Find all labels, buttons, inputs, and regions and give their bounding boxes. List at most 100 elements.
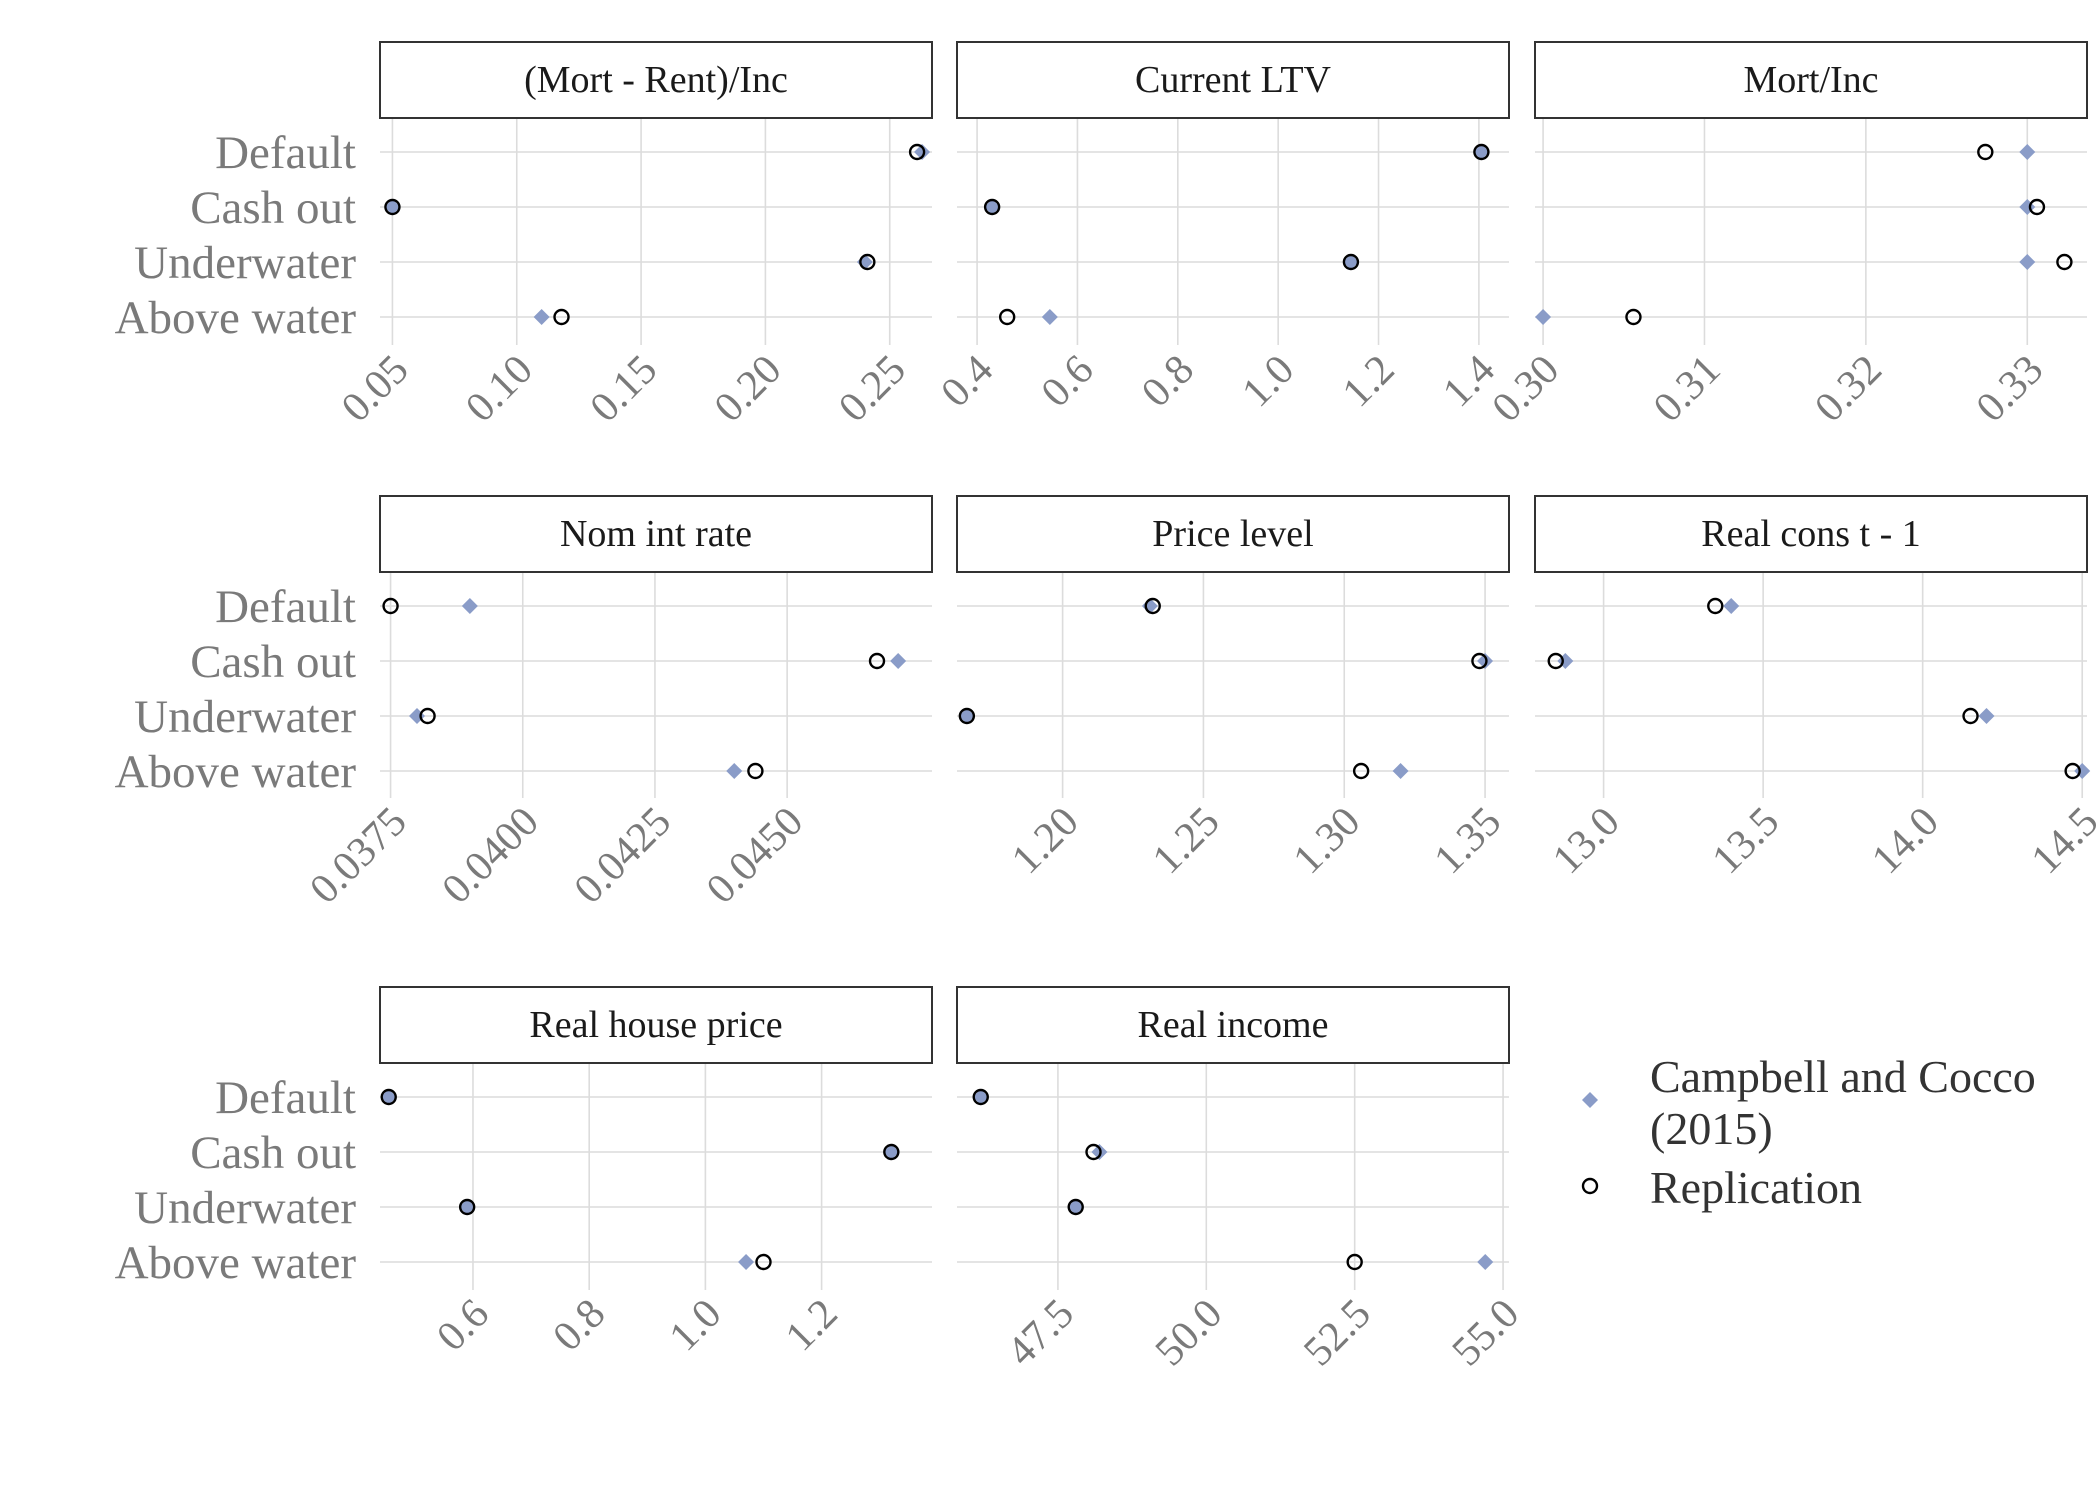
x-tick-label: 0.0450 bbox=[698, 799, 812, 913]
replication-point bbox=[1085, 1143, 1102, 1161]
x-tick-label: 1.0 bbox=[1234, 347, 1304, 417]
facet-strip bbox=[956, 986, 1510, 1064]
legend-key-replication bbox=[1581, 1177, 1599, 1195]
x-tick-label: 55.0 bbox=[1444, 1291, 1528, 1375]
x-tick-label: 1.35 bbox=[1426, 799, 1510, 883]
replication-point bbox=[553, 308, 570, 326]
campbell-cocco-point bbox=[883, 1144, 900, 1160]
facet-panel: Price level 1.20 1.25 1.30 1.35 bbox=[956, 495, 1510, 883]
campbell-cocco-point bbox=[461, 598, 478, 614]
campbell-cocco-point bbox=[1342, 254, 1359, 270]
facet-panel: Real cons t - 1 13.0 13.5 14.0 14.5 bbox=[1534, 495, 2100, 883]
legend: Campbell and Cocco(2015) Replication bbox=[1581, 1051, 2036, 1213]
replication-point bbox=[2064, 762, 2081, 780]
campbell-cocco-point bbox=[984, 199, 1001, 215]
x-tick-label: 1.20 bbox=[1003, 799, 1087, 883]
y-category-label: Cash out bbox=[190, 636, 356, 688]
campbell-cocco-point bbox=[972, 1089, 989, 1105]
replication-point bbox=[1962, 707, 1979, 725]
x-tick-label: 1.0 bbox=[661, 1291, 731, 1361]
campbell-cocco-point bbox=[2019, 254, 2036, 270]
facet-title: Nom int rate bbox=[560, 513, 752, 555]
y-category-label: Above water bbox=[115, 292, 357, 344]
replication-point bbox=[747, 762, 764, 780]
replication-point bbox=[1547, 652, 1564, 670]
facet-strip bbox=[379, 495, 933, 573]
replication-point bbox=[958, 707, 976, 725]
y-category-label: Default bbox=[215, 581, 356, 633]
replication-point bbox=[883, 1143, 900, 1161]
x-tick-label: 14.5 bbox=[2023, 799, 2100, 883]
x-tick-label: 0.32 bbox=[1806, 347, 1890, 431]
x-tick-label: 0.05 bbox=[333, 347, 417, 431]
facet-title: Real income bbox=[1138, 1004, 1329, 1046]
replication-point bbox=[1625, 308, 1642, 326]
replication-point bbox=[868, 652, 886, 670]
replication-point bbox=[384, 198, 401, 216]
legend-label-campbell-cocco-year: (2015) bbox=[1650, 1103, 1773, 1154]
x-tick-label: 0.6 bbox=[428, 1291, 498, 1361]
replication-point bbox=[972, 1088, 989, 1106]
campbell-cocco-point bbox=[1978, 708, 1995, 724]
y-category-label: Cash out bbox=[190, 1127, 356, 1179]
campbell-cocco-point bbox=[1723, 598, 1740, 614]
y-category-label: Underwater bbox=[134, 691, 356, 743]
replication-point bbox=[1473, 143, 1490, 161]
campbell-cocco-point bbox=[738, 1254, 755, 1270]
replication-point bbox=[382, 597, 399, 615]
facet-title: Mort/Inc bbox=[1743, 59, 1878, 101]
x-tick-label: 1.30 bbox=[1285, 799, 1369, 883]
facet-title: (Mort - Rent)/Inc bbox=[524, 59, 788, 101]
x-tick-label: 0.8 bbox=[545, 1291, 615, 1361]
campbell-cocco-point bbox=[958, 708, 975, 724]
replication-point bbox=[1346, 1253, 1363, 1271]
x-tick-label: 0.6 bbox=[1033, 347, 1103, 417]
x-tick-label: 50.0 bbox=[1147, 1291, 1231, 1375]
legend-label-campbell-cocco: Campbell and Cocco bbox=[1650, 1051, 2036, 1102]
campbell-cocco-point bbox=[380, 1089, 397, 1105]
x-tick-label: 0.15 bbox=[582, 347, 666, 431]
facet-strip bbox=[379, 41, 933, 119]
facet-title: Price level bbox=[1152, 513, 1313, 555]
x-tick-label: 0.8 bbox=[1133, 347, 1203, 417]
x-tick-label: 0.25 bbox=[830, 347, 914, 431]
x-tick-label: 47.5 bbox=[998, 1291, 1082, 1375]
facet-title: Real house price bbox=[529, 1004, 782, 1046]
x-tick-label: 1.2 bbox=[777, 1291, 847, 1361]
x-tick-label: 0.4 bbox=[932, 347, 1002, 417]
campbell-cocco-point bbox=[2019, 144, 2036, 160]
x-tick-label: 0.0425 bbox=[566, 799, 680, 913]
campbell-cocco-point bbox=[1392, 763, 1409, 779]
facet-strip bbox=[1534, 495, 2088, 573]
replication-point bbox=[1067, 1198, 1084, 1216]
campbell-cocco-point bbox=[1067, 1199, 1084, 1215]
y-category-label: Cash out bbox=[190, 182, 356, 234]
legend-label-replication: Replication bbox=[1650, 1162, 1862, 1213]
replication-point bbox=[983, 198, 1001, 216]
y-category-label: Default bbox=[215, 1072, 356, 1124]
replication-point bbox=[1144, 597, 1161, 615]
x-tick-label: 0.20 bbox=[706, 347, 790, 431]
campbell-cocco-point bbox=[890, 653, 907, 669]
replication-point bbox=[755, 1253, 772, 1271]
y-category-label: Above water bbox=[115, 746, 357, 798]
facet-panel: (Mort - Rent)/Inc 0.05 0.10 0.15 0.20 0.25 bbox=[333, 41, 933, 431]
y-category-label: Default bbox=[215, 127, 356, 179]
replication-point bbox=[2056, 253, 2073, 271]
replication-point bbox=[1471, 652, 1488, 670]
x-tick-label: 0.31 bbox=[1645, 347, 1729, 431]
replication-point bbox=[380, 1088, 397, 1106]
facet-panel: Real income 47.5 50.0 52.5 55.0 bbox=[956, 986, 1528, 1375]
y-category-label: Underwater bbox=[134, 237, 356, 289]
campbell-cocco-point bbox=[726, 763, 743, 779]
replication-point bbox=[2028, 198, 2046, 216]
facet-title: Current LTV bbox=[1135, 59, 1332, 101]
x-tick-label: 13.0 bbox=[1544, 799, 1628, 883]
facet-strip bbox=[956, 41, 1510, 119]
y-category-label: Underwater bbox=[134, 1182, 356, 1234]
campbell-cocco-point bbox=[1041, 309, 1058, 325]
x-tick-label: 0.33 bbox=[1968, 347, 2052, 431]
facet-panel: Nom int rate 0.0375 0.0400 0.0425 0.0450 bbox=[301, 495, 933, 913]
